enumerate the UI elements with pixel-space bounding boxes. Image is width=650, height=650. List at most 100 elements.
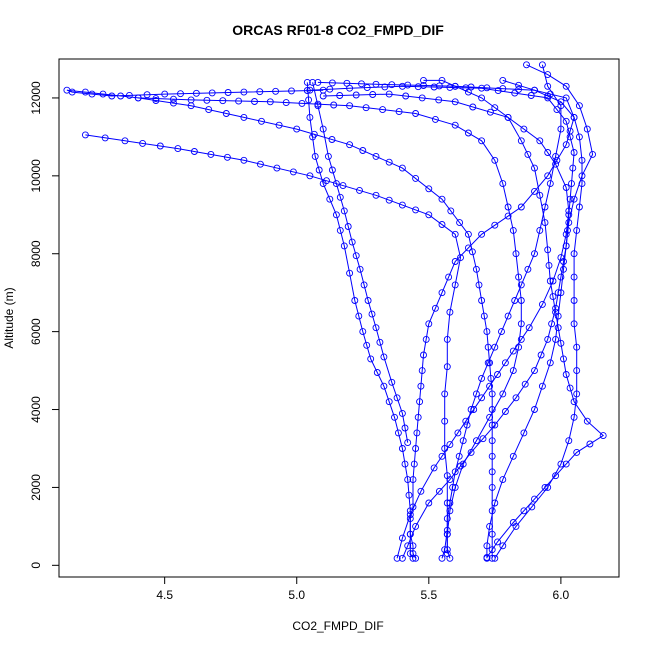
series-11-point [512, 522, 520, 530]
series-6-point [339, 182, 347, 190]
series-0-point [445, 273, 453, 281]
series-10-point [538, 300, 546, 308]
series-9-point [170, 95, 177, 103]
series-0-point [417, 382, 425, 390]
series-1-point [483, 328, 491, 336]
series-9-point [431, 115, 439, 123]
series-11-point [570, 297, 578, 304]
series-0-point [431, 304, 439, 312]
series-3-point [404, 476, 412, 484]
series-9-point [459, 460, 467, 468]
series-6-point [438, 221, 446, 228]
series-11-point [570, 273, 578, 281]
x-axis-label: CO2_FMPD_DIF [292, 619, 383, 633]
series-5-point [554, 324, 562, 332]
series-5-point [560, 355, 567, 363]
series-1-point [425, 185, 433, 193]
series-1-point [143, 91, 151, 99]
series-5-point [494, 538, 501, 546]
series-2-point [511, 297, 519, 304]
series-10-point [565, 207, 573, 215]
series-1-point [81, 88, 89, 96]
series-9-point [515, 273, 523, 281]
series-11-point [570, 413, 578, 421]
series-8-point [491, 499, 499, 507]
series-1-point [488, 530, 496, 538]
series-7-point [340, 207, 348, 215]
series-4-point [566, 133, 574, 141]
series-5-point [599, 432, 607, 440]
series-6-point [207, 150, 215, 158]
series-1-point [117, 92, 125, 100]
series-4-point [412, 522, 420, 530]
series-7-point [360, 281, 368, 289]
series-4-point [478, 84, 486, 92]
series-6-point [156, 142, 164, 150]
series-10-point [478, 394, 486, 402]
series-4-point [404, 542, 412, 550]
series-3-point [385, 398, 393, 406]
y-tick-label: 6000 [29, 318, 43, 345]
series-9-point [486, 413, 494, 421]
series-6-point [306, 172, 314, 180]
series-3-point [306, 113, 314, 121]
series-7-point [364, 297, 372, 304]
x-axis: 4.5 5.0 5.5 6.0 [156, 577, 570, 602]
series-1-point [170, 99, 177, 107]
series-2-point [498, 328, 505, 336]
series-1-point [464, 230, 472, 238]
series-7-point [319, 125, 327, 133]
series-2-point [531, 250, 538, 258]
series-6-point [412, 206, 420, 214]
series-10-point [462, 417, 470, 425]
series-6-point [289, 168, 297, 176]
series-0-point [491, 221, 499, 229]
series-5-point [586, 440, 594, 448]
series-6-point [398, 201, 406, 209]
series-4-point [511, 89, 519, 97]
series-10-point [549, 277, 557, 285]
series-7-point [380, 353, 388, 361]
series-0-point [553, 156, 561, 164]
series-11-point [575, 133, 583, 141]
series-9-point [464, 129, 472, 137]
series-1-point [272, 87, 280, 95]
series-2-point [484, 359, 492, 367]
series-3-point [398, 445, 406, 452]
series-0-point [483, 84, 491, 92]
series-7-point [348, 238, 356, 246]
series-6-point [240, 156, 248, 164]
series-3-point [309, 133, 317, 141]
series-3-point [336, 226, 344, 234]
series-1-point [346, 141, 354, 149]
series-6-point [273, 164, 281, 172]
series-10-point [438, 452, 446, 460]
y-axis: 0 2000 4000 6000 8000 10000 12000 [29, 81, 59, 569]
series-5-point [541, 219, 549, 227]
series-9-point [219, 97, 227, 105]
series-0-point [388, 81, 396, 89]
series-0-point [416, 398, 424, 406]
series-2-point [491, 343, 499, 351]
series-0-point [418, 367, 426, 375]
series-8-point [565, 219, 573, 227]
series-11-point [491, 554, 499, 562]
series-4-point [562, 117, 570, 125]
series-9-point [517, 320, 525, 328]
series-9-point [379, 106, 387, 114]
series-7-point [332, 180, 340, 188]
series-5-point [420, 76, 427, 84]
series-layer [63, 61, 607, 562]
series-1-line [66, 89, 493, 559]
series-1-point [488, 483, 496, 491]
series-5-point [531, 495, 538, 503]
series-1-point [240, 88, 248, 96]
series-10-point [525, 324, 533, 332]
series-4-point [544, 94, 552, 102]
series-7-point [376, 338, 384, 346]
series-1-point [456, 219, 464, 227]
series-2-point [544, 82, 552, 90]
series-3-point [315, 166, 323, 174]
series-2-point [478, 374, 486, 382]
